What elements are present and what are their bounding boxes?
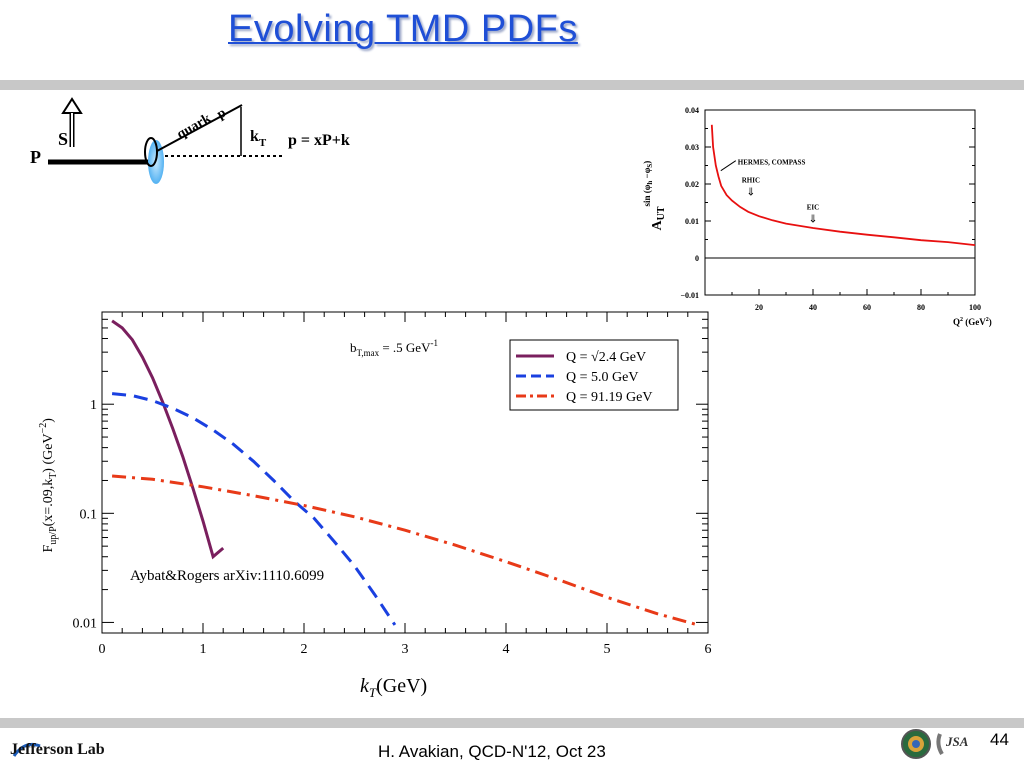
y-tick-label: −0.01 (680, 291, 699, 300)
label-S: S (58, 129, 68, 149)
annotation-hermes: HERMES, COMPASS (738, 159, 806, 167)
series-line-3 (111, 474, 699, 627)
x-tick-label: 20 (755, 303, 763, 312)
series-line-1 (111, 319, 225, 560)
y-tick-label: 0.04 (685, 106, 699, 115)
y-tick-label: 0 (695, 254, 699, 263)
quark-line (156, 104, 243, 152)
svg-text:JSA: JSA (945, 734, 969, 749)
label-kT: kT (250, 128, 267, 149)
x-tick-label: 6 (705, 642, 712, 657)
jefferson-lab-logo: Jefferson Lab (10, 736, 140, 769)
legend-label-3: Q = 91.19 GeV (566, 390, 652, 405)
y-tick-label: 0.01 (685, 217, 699, 226)
eic-arrow-icon: ⇓ (808, 213, 817, 225)
x-tick-label: 1 (200, 642, 207, 657)
asymmetry-curve (710, 124, 976, 246)
x-tick-label: 5 (604, 642, 611, 657)
citation-text: Aybat&Rogers arXiv:1110.6099 (130, 568, 324, 584)
header-divider (0, 80, 1024, 90)
y-tick-label: 1 (90, 398, 97, 413)
legend-label-1: Q = √2.4 GeV (566, 350, 646, 365)
kinematics-diagram: P S quark p kT p = xP+k (30, 97, 350, 184)
y-axis-label: AUTsin (φh −φS) (642, 161, 667, 231)
formula: p = xP+k (288, 132, 350, 149)
x-tick-label: 80 (917, 303, 925, 312)
annotation-arrow (720, 160, 737, 172)
slide-title: Evolving TMD PDFs (228, 8, 578, 50)
x-tick-label: 4 (503, 642, 510, 657)
x-tick-label: 0 (99, 642, 106, 657)
doe-seal-icon (901, 729, 931, 759)
x-tick-label: 100 (969, 303, 981, 312)
tmd-chart: 0 1 2 3 4 5 6 0.01 0.1 1 bT,max = .5 GeV-1 Q = √2.4… (38, 311, 712, 700)
y-tick-label: 0.01 (73, 616, 98, 631)
legend-label-2: Q = 5.0 GeV (566, 370, 638, 385)
x-tick-label: 2 (301, 642, 308, 657)
asymmetry-chart: −0.01 0 0.01 0.02 0.03 0.04 20 40 60 80 100 HERMES,… (625, 100, 1020, 340)
y-tick-label: 0.1 (80, 507, 98, 522)
svg-text:Jefferson Lab: Jefferson Lab (10, 741, 105, 758)
label-quark: quark (175, 111, 214, 142)
x-tick-label: 40 (809, 303, 817, 312)
y-tick-label: 0.03 (685, 143, 699, 152)
x-tick-label: 3 (402, 642, 409, 657)
annotation-rhic: RHIC (742, 177, 760, 185)
x-axis-label: Q2 (GeV2) (953, 317, 992, 327)
x-tick-label: 60 (863, 303, 871, 312)
y-axis-label: Fup/P(x=.09,kT) (GeV−2) (38, 418, 59, 553)
jsa-logo: JSA (936, 733, 969, 756)
spin-arrow (61, 97, 83, 147)
x-axis-label: kT(GeV) (360, 675, 427, 700)
label-P: P (30, 147, 41, 167)
footer-text: H. Avakian, QCD-N'12, Oct 23 (378, 742, 606, 761)
bT-annotation: bT,max = .5 GeV-1 (350, 338, 438, 358)
footer-divider (0, 718, 1024, 728)
y-tick-label: 0.02 (685, 180, 699, 189)
partner-logos: JSA (901, 729, 969, 759)
series-line-2 (111, 392, 397, 626)
page-number: 44 (990, 730, 1009, 749)
annotation-eic: EIC (807, 203, 819, 211)
rhic-arrow-icon: ⇓ (746, 187, 755, 199)
vertex-ellipse (144, 137, 158, 167)
